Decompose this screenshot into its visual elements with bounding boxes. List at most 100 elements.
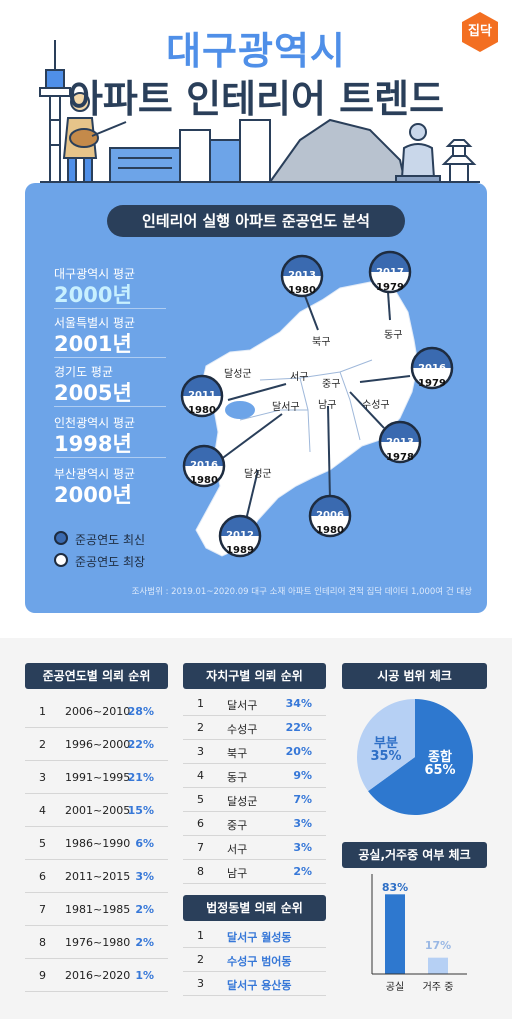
survey-note: 조사범위 : 2019.01~2020.09 대구 소재 아파트 인테리어 견적… bbox=[131, 587, 472, 597]
pie-slice-partial bbox=[357, 699, 415, 792]
table-row: 2 수성구 범어동 bbox=[183, 948, 326, 972]
table-row: 3 북구 20% bbox=[183, 740, 326, 764]
rank-number: 6 bbox=[197, 817, 204, 830]
district-name: 달성군 bbox=[227, 795, 258, 808]
legend-oldest-label: 준공연도 최장 bbox=[75, 555, 146, 569]
title-line-1: 대구광역시 bbox=[166, 29, 346, 73]
table-row: 1 2006~2010 28% bbox=[25, 695, 168, 728]
divider bbox=[54, 308, 166, 309]
avg-label-seoul: 서울특별시 평균 bbox=[54, 316, 136, 330]
percent-value: 7% bbox=[293, 793, 312, 806]
year-range: 1996~2000 bbox=[65, 737, 131, 751]
logo-text: 집닥 bbox=[468, 24, 492, 39]
rank-number: 5 bbox=[39, 836, 46, 850]
pie-slice-value-partial: 35% bbox=[370, 749, 402, 764]
table-row: 4 2001~2005 15% bbox=[25, 794, 168, 827]
year-range: 2001~2005 bbox=[65, 803, 131, 817]
bar-value-vacant: 83% bbox=[381, 881, 409, 894]
pin-newest-donggu: 2017 bbox=[376, 267, 404, 278]
percent-value: 21% bbox=[127, 770, 154, 784]
avg-value-incheon: 1998년 bbox=[54, 432, 132, 456]
table-row: 5 1986~1990 6% bbox=[25, 827, 168, 860]
district-label-seogu: 서구 bbox=[290, 372, 309, 383]
percent-value: 1% bbox=[135, 968, 154, 982]
dong-ranking-title: 법정동별 의뢰 순위 bbox=[183, 895, 326, 921]
tower-icon bbox=[39, 40, 71, 183]
district-label-namgu: 남구 bbox=[318, 400, 337, 411]
dong-name: 달서구 용산동 bbox=[227, 979, 292, 992]
avg-value-gyeonggi: 2005년 bbox=[54, 381, 132, 405]
legend-newest-label: 준공연도 최신 bbox=[75, 533, 146, 547]
district-label-bukgu: 북구 bbox=[312, 337, 331, 348]
rank-number: 1 bbox=[197, 697, 204, 710]
table-row: 6 중구 3% bbox=[183, 812, 326, 836]
table-row: 2 수성구 22% bbox=[183, 716, 326, 740]
district-label-dalseonggun-south: 달성군 bbox=[244, 469, 272, 480]
legend-oldest-icon bbox=[54, 553, 68, 567]
dong-name: 달서구 월성동 bbox=[227, 931, 292, 944]
avg-value-seoul: 2001년 bbox=[54, 332, 132, 356]
pin-newest-bukgu: 2013 bbox=[288, 270, 316, 281]
district-label-suseonggu: 수성구 bbox=[362, 400, 390, 411]
pin-newest-namgu: 2006 bbox=[316, 510, 344, 521]
rank-number: 8 bbox=[197, 865, 204, 878]
bar-category-occupied: 거주 중 bbox=[422, 982, 454, 993]
header: 대구광역시 아파트 인테리어 트렌드 집닥 bbox=[0, 0, 512, 200]
table-row: 1 달서구 34% bbox=[183, 692, 326, 716]
percent-value: 6% bbox=[135, 836, 154, 850]
district-label-junggu: 중구 bbox=[322, 379, 341, 390]
year-range: 1981~1985 bbox=[65, 902, 131, 916]
rank-number: 2 bbox=[197, 953, 204, 966]
rank-number: 4 bbox=[39, 803, 46, 817]
pin-oldest-suseonggu-south: 1978 bbox=[386, 452, 414, 463]
table-row: 7 서구 3% bbox=[183, 836, 326, 860]
pie-slice-value-full: 65% bbox=[424, 763, 456, 778]
percent-value: 22% bbox=[285, 721, 312, 734]
district-label-dalseonggun-north: 달성군 bbox=[224, 369, 252, 380]
rank-number: 2 bbox=[39, 737, 46, 751]
rank-number: 8 bbox=[39, 935, 46, 949]
rank-number: 3 bbox=[197, 977, 204, 990]
table-row: 3 1991~1995 21% bbox=[25, 761, 168, 794]
rank-number: 4 bbox=[197, 769, 204, 782]
district-name: 수성구 bbox=[227, 723, 258, 736]
rank-number: 1 bbox=[197, 929, 204, 942]
zipdoc-logo-icon bbox=[462, 12, 498, 52]
pie-slice-full bbox=[368, 699, 473, 815]
year-range: 1991~1995 bbox=[65, 770, 131, 784]
pin-newest-suseonggu-south: 2013 bbox=[386, 437, 414, 448]
year-range: 2006~2010 bbox=[65, 704, 131, 718]
vacancy-check-title: 공실,거주중 여부 체크 bbox=[342, 842, 487, 868]
pin-oldest-suseonggu: 1979 bbox=[418, 378, 446, 389]
percent-value: 3% bbox=[293, 841, 312, 854]
pin-oldest-bukgu: 1980 bbox=[288, 285, 316, 296]
mountain-icon bbox=[268, 118, 407, 183]
bar-value-occupied: 17% bbox=[424, 939, 452, 952]
district-label-donggu: 동구 bbox=[384, 330, 403, 341]
pin-newest-dalseonggun-south: 2012 bbox=[226, 530, 254, 541]
bar-category-vacant: 공실 bbox=[385, 982, 405, 993]
legend-newest-icon bbox=[54, 531, 68, 545]
avg-value-busan: 2000년 bbox=[54, 483, 132, 507]
pagoda-icon bbox=[441, 139, 477, 183]
divider bbox=[54, 457, 166, 458]
rank-number: 6 bbox=[39, 869, 46, 883]
avg-value-daegu: 2000년 bbox=[54, 283, 132, 307]
table-row: 5 달성군 7% bbox=[183, 788, 326, 812]
avg-label-gyeonggi: 경기도 평균 bbox=[54, 365, 114, 379]
pin-oldest-namgu: 1980 bbox=[316, 525, 344, 536]
table-row: 4 동구 9% bbox=[183, 764, 326, 788]
buddha-statue-icon bbox=[395, 123, 441, 183]
avg-label-busan: 부산광역시 평균 bbox=[54, 467, 136, 481]
avg-label-incheon: 인천광역시 평균 bbox=[54, 416, 136, 430]
table-row: 2 1996~2000 22% bbox=[25, 728, 168, 761]
rank-number: 7 bbox=[39, 902, 46, 916]
percent-value: 22% bbox=[127, 737, 154, 751]
scope-pie-chart bbox=[357, 699, 473, 815]
rank-number: 3 bbox=[39, 770, 46, 784]
table-row: 1 달서구 월성동 bbox=[183, 924, 326, 948]
title-line-2: 아파트 인테리어 트렌드 bbox=[67, 77, 445, 121]
rank-number: 2 bbox=[197, 721, 204, 734]
percent-value: 9% bbox=[293, 769, 312, 782]
scope-check-title: 시공 범위 체크 bbox=[342, 663, 487, 689]
